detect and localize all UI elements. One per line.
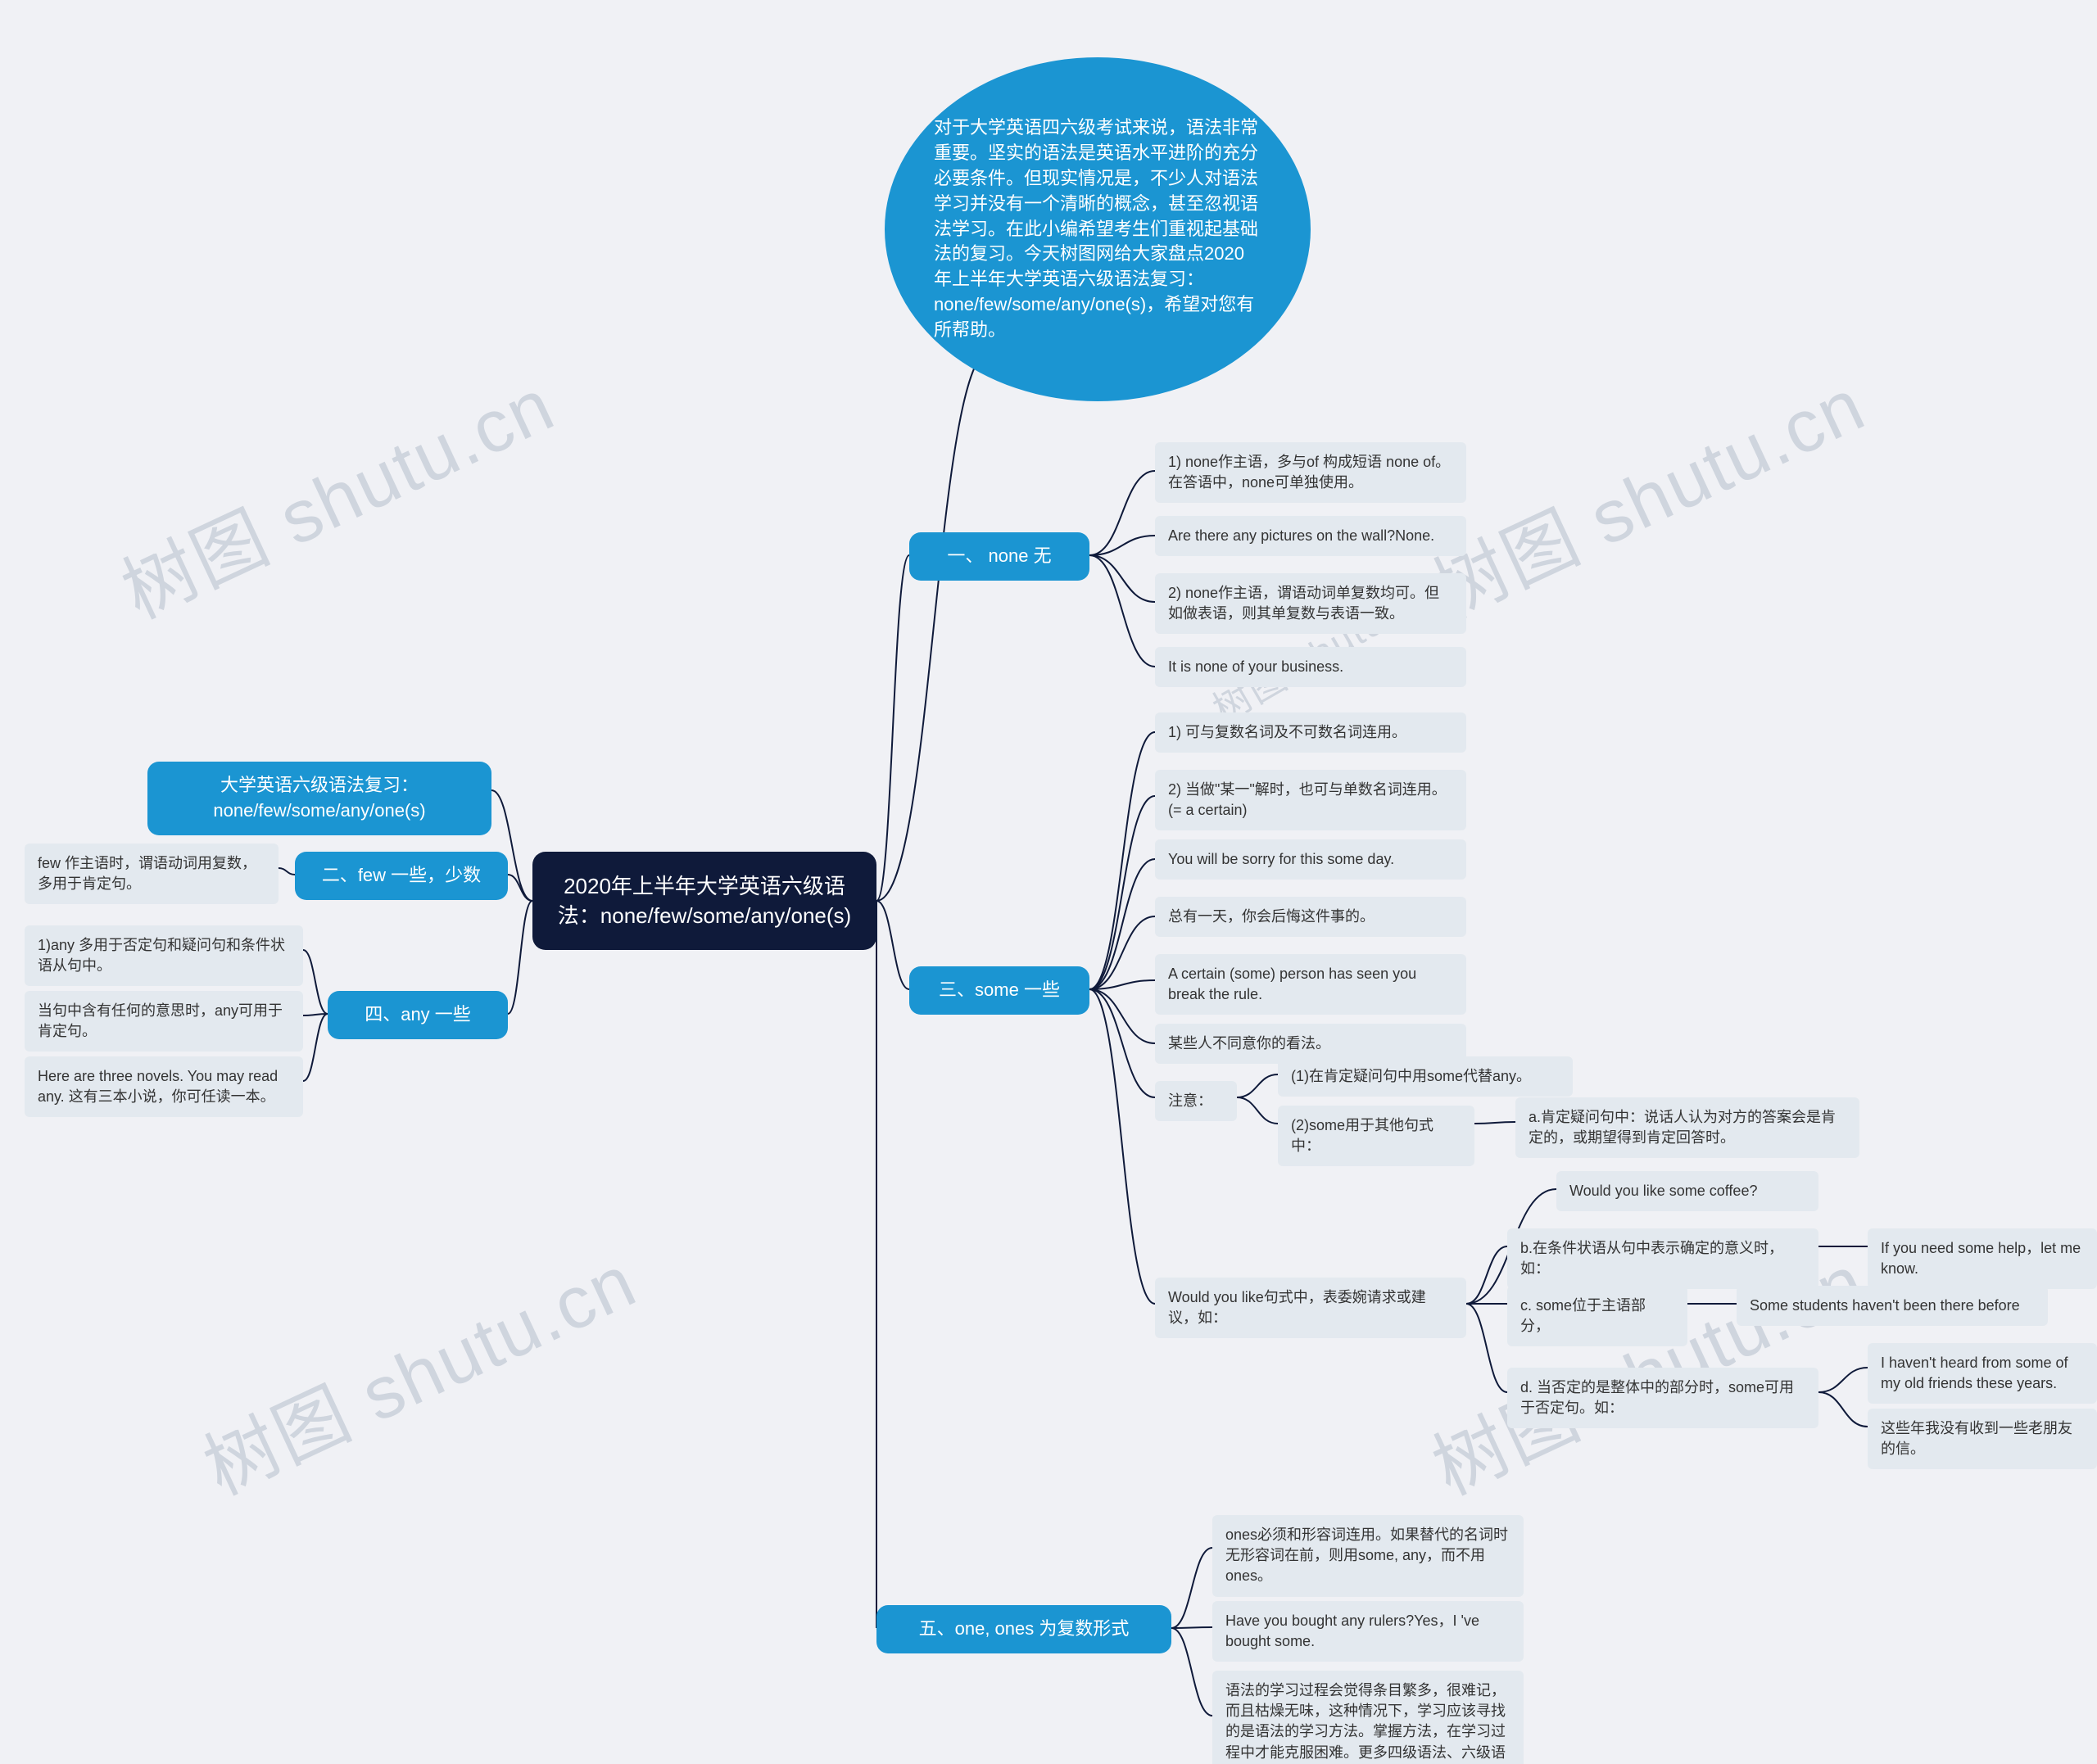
b3c5: A certain (some) person has seen you bre… (1155, 954, 1466, 1015)
b3c7b: (2)some用于其他句式中： (1278, 1106, 1474, 1166)
watermark: 树图 shutu.cn (1413, 346, 1879, 639)
b3c7b1: a.肯定疑问句中：说话人认为对方的答案会是肯定的，或期望得到肯定回答时。 (1515, 1097, 1859, 1158)
watermark: 树图 shutu.cn (102, 346, 568, 639)
b5: 五、one, ones 为复数形式 (876, 1605, 1171, 1653)
b3c4: 总有一天，你会后悔这件事的。 (1155, 897, 1466, 937)
mindmap-canvas: 树图 shutu.cn树图 shutu.cn树图 shutu.cn树图 shut… (0, 0, 2097, 1764)
b4c3: Here are three novels. You may read any.… (25, 1056, 303, 1117)
b3c8d2: 这些年我没有收到一些老朋友的信。 (1868, 1409, 2097, 1469)
b5c1: ones必须和形容词连用。如果替代的名词时无形容词在前，则用some, any，… (1212, 1515, 1524, 1597)
b4c2: 当句中含有任何的意思时，any可用于肯定句。 (25, 991, 303, 1052)
b3c2: 2) 当做"某一"解时，也可与单数名词连用。(= a certain) (1155, 770, 1466, 830)
b4: 四、any 一些 (328, 991, 508, 1039)
b4c1: 1)any 多用于否定句和疑问句和条件状语从句中。 (25, 925, 303, 986)
b3c8c: c. some位于主语部分， (1507, 1286, 1687, 1346)
b3c1: 1) 可与复数名词及不可数名词连用。 (1155, 712, 1466, 753)
b5c2: Have you bought any rulers?Yes，I 've bou… (1212, 1601, 1524, 1662)
root-node: 2020年上半年大学英语六级语法：none/few/some/any/one(s… (532, 852, 876, 950)
b3c8c1: Some students haven't been there before (1737, 1286, 2048, 1326)
b1c2: Are there any pictures on the wall?None. (1155, 516, 1466, 556)
b1c1: 1) none作主语，多与of 构成短语 none of。 在答语中，none可… (1155, 442, 1466, 503)
b3: 三、some 一些 (909, 966, 1089, 1015)
bL1: 大学英语六级语法复习：none/few/some/any/one(s) (147, 762, 491, 835)
b2: 二、few 一些，少数 (295, 852, 508, 900)
b3c8a: Would you like some coffee? (1556, 1171, 1818, 1211)
b3c8d: d. 当否定的是整体中的部分时，some可用于否定句。如： (1507, 1368, 1818, 1428)
b5c3: 语法的学习过程会觉得条目繁多，很难记，而且枯燥无味，这种情况下，学习应该寻找的是… (1212, 1671, 1524, 1764)
b3c3: You will be sorry for this some day. (1155, 839, 1466, 880)
b3c8d1: I haven't heard from some of my old frie… (1868, 1343, 2097, 1404)
b2c1: few 作主语时，谓语动词用复数，多用于肯定句。 (25, 844, 279, 904)
intro-node: 对于大学英语四六级考试来说，语法非常重要。坚实的语法是英语水平进阶的充分必要条件… (885, 57, 1311, 401)
b3c7a: (1)在肯定疑问句中用some代替any。 (1278, 1056, 1573, 1097)
b1c3: 2) none作主语，谓语动词单复数均可。但如做表语，则其单复数与表语一致。 (1155, 573, 1466, 634)
b1: 一、 none 无 (909, 532, 1089, 581)
b3c8b: b.在条件状语从句中表示确定的意义时，如： (1507, 1228, 1818, 1289)
watermark: 树图 shutu.cn (184, 1222, 650, 1515)
b3c8b1: If you need some help，let me know. (1868, 1228, 2097, 1289)
b1c4: It is none of your business. (1155, 647, 1466, 687)
b3c7: 注意： (1155, 1081, 1237, 1121)
b3c8: Would you like句式中，表委婉请求或建议，如： (1155, 1278, 1466, 1338)
